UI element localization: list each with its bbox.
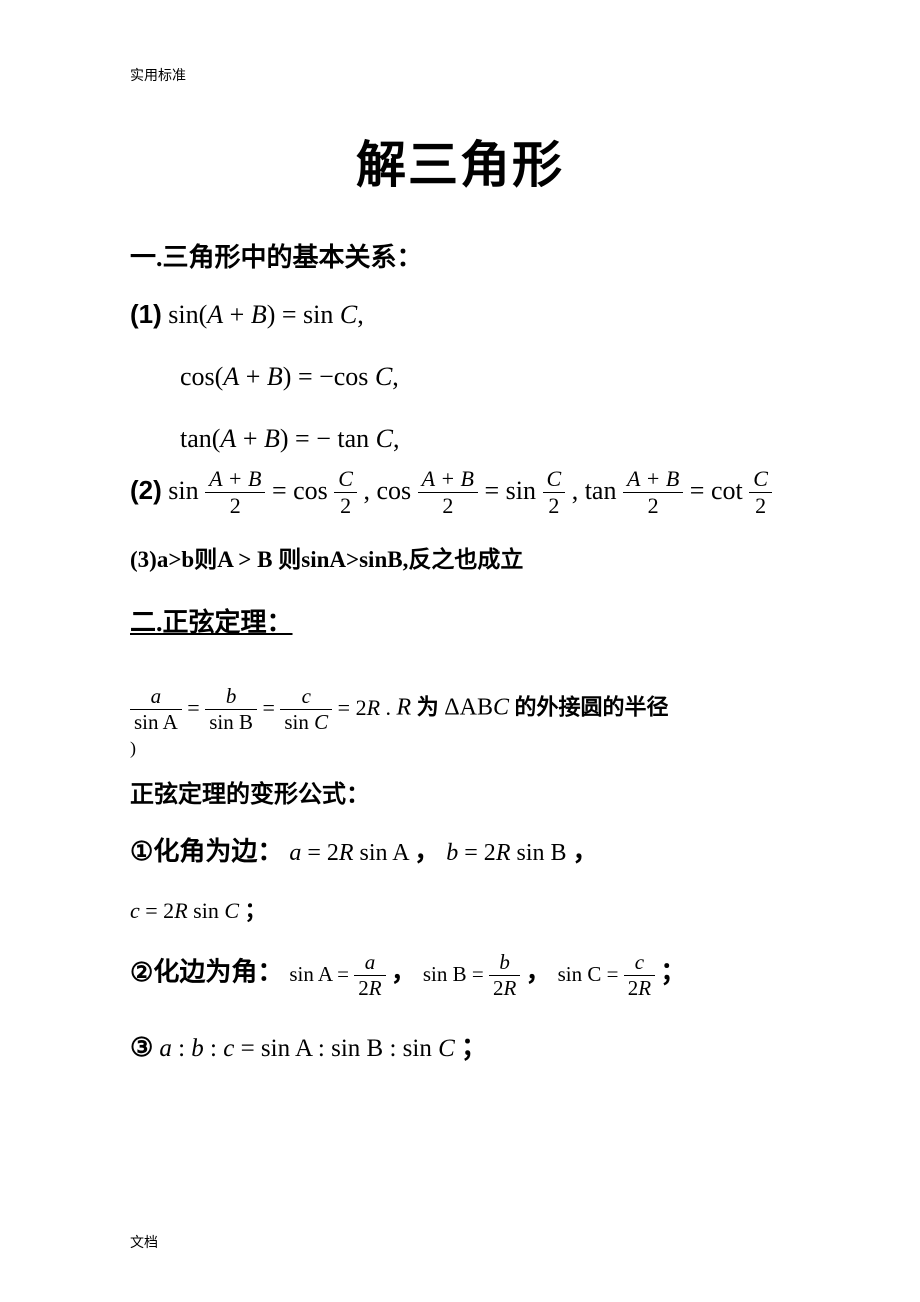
close-paren: ) — [130, 738, 790, 759]
transform-1: ①化角为边： a = 2R sin A ， b = 2R sin B ， — [130, 831, 790, 868]
footer-label: 文档 — [130, 1232, 158, 1252]
main-title: 解三角形 — [130, 125, 790, 197]
header-label: 实用标准 — [130, 65, 790, 85]
section2-heading: 二.正弦定理： — [130, 602, 790, 664]
transform-2: ②化边为角： sin A = a2R ， sin B = b2R ， sin C… — [130, 950, 790, 1001]
sub-heading-transform: 正弦定理的变形公式： — [130, 774, 790, 809]
formula-1-2: cos(A + B) = −cos C, — [130, 362, 790, 392]
sine-law: asin A = bsin B = csin C = 2R . R 为 ΔABC… — [130, 684, 790, 735]
transform-3: ③ a : b : c = sin A : sin B : sin C ； — [130, 1027, 790, 1064]
section1-heading: 一.三角形中的基本关系： — [130, 237, 790, 274]
transform-1c: c = 2R sin C ； — [130, 893, 790, 925]
formula-3: (3)a>b则A > B 则sinA>sinB,反之也成立 — [130, 540, 790, 574]
formula-2: (2) sin A + B2 = cos C2 , cos A + B2 = s… — [130, 466, 790, 520]
formula-1-3: tan(A + B) = − tan C, — [130, 424, 790, 454]
formula-1-1: (1) sin(A + B) = sin C, — [130, 299, 790, 330]
